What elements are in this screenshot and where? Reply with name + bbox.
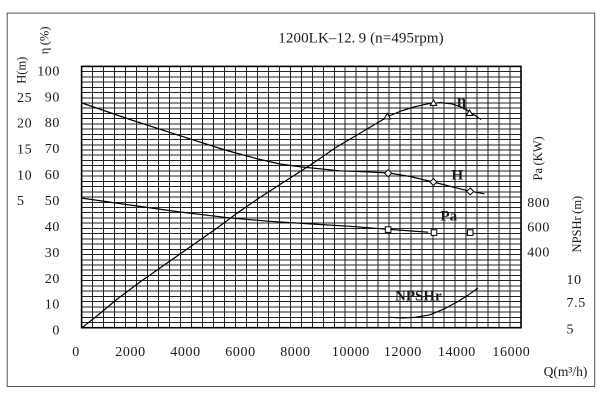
svg-text:10: 10 (567, 273, 582, 288)
svg-text:40: 40 (45, 220, 60, 235)
svg-text:15: 15 (17, 143, 32, 158)
svg-text:20: 20 (17, 117, 32, 132)
svg-text:Pa (KW): Pa (KW) (531, 136, 545, 180)
svg-text:20: 20 (45, 272, 60, 287)
svg-text:400: 400 (527, 245, 550, 260)
svg-text:10: 10 (45, 298, 60, 313)
svg-text:90: 90 (45, 90, 60, 105)
svg-text:NPSHr: NPSHr (395, 288, 442, 304)
svg-text:14000: 14000 (438, 345, 476, 360)
svg-text:7.5: 7.5 (567, 296, 586, 311)
svg-text:25: 25 (17, 91, 32, 106)
svg-text:600: 600 (527, 221, 550, 236)
svg-text:6000: 6000 (225, 345, 255, 360)
svg-text:NPSHr (m): NPSHr (m) (570, 196, 584, 253)
svg-text:10: 10 (17, 168, 32, 183)
svg-text:80: 80 (45, 116, 60, 131)
svg-text:70: 70 (45, 142, 60, 157)
svg-text:0: 0 (72, 345, 80, 360)
svg-text:H(m): H(m) (14, 57, 28, 84)
svg-text:12000: 12000 (384, 345, 422, 360)
svg-text:60: 60 (45, 168, 60, 183)
svg-text:η (%): η (%) (38, 27, 52, 55)
svg-text:50: 50 (45, 194, 60, 209)
svg-text:30: 30 (45, 246, 60, 261)
svg-text:800: 800 (527, 196, 550, 211)
svg-text:η: η (457, 93, 466, 110)
svg-text:8000: 8000 (280, 345, 310, 360)
svg-text:16000: 16000 (492, 345, 530, 360)
svg-text:H: H (452, 168, 464, 184)
svg-text:0: 0 (52, 324, 60, 339)
svg-text:5: 5 (17, 194, 25, 209)
svg-text:Q(m³/h): Q(m³/h) (544, 364, 588, 379)
svg-text:10000: 10000 (332, 345, 370, 360)
svg-text:100: 100 (37, 64, 60, 79)
svg-text:Pa: Pa (441, 209, 458, 225)
svg-text:5: 5 (567, 322, 575, 337)
svg-text:2000: 2000 (115, 345, 145, 360)
svg-text:1200LK–12. 9 (n=495rpm): 1200LK–12. 9 (n=495rpm) (278, 31, 443, 47)
svg-text:4000: 4000 (170, 345, 200, 360)
